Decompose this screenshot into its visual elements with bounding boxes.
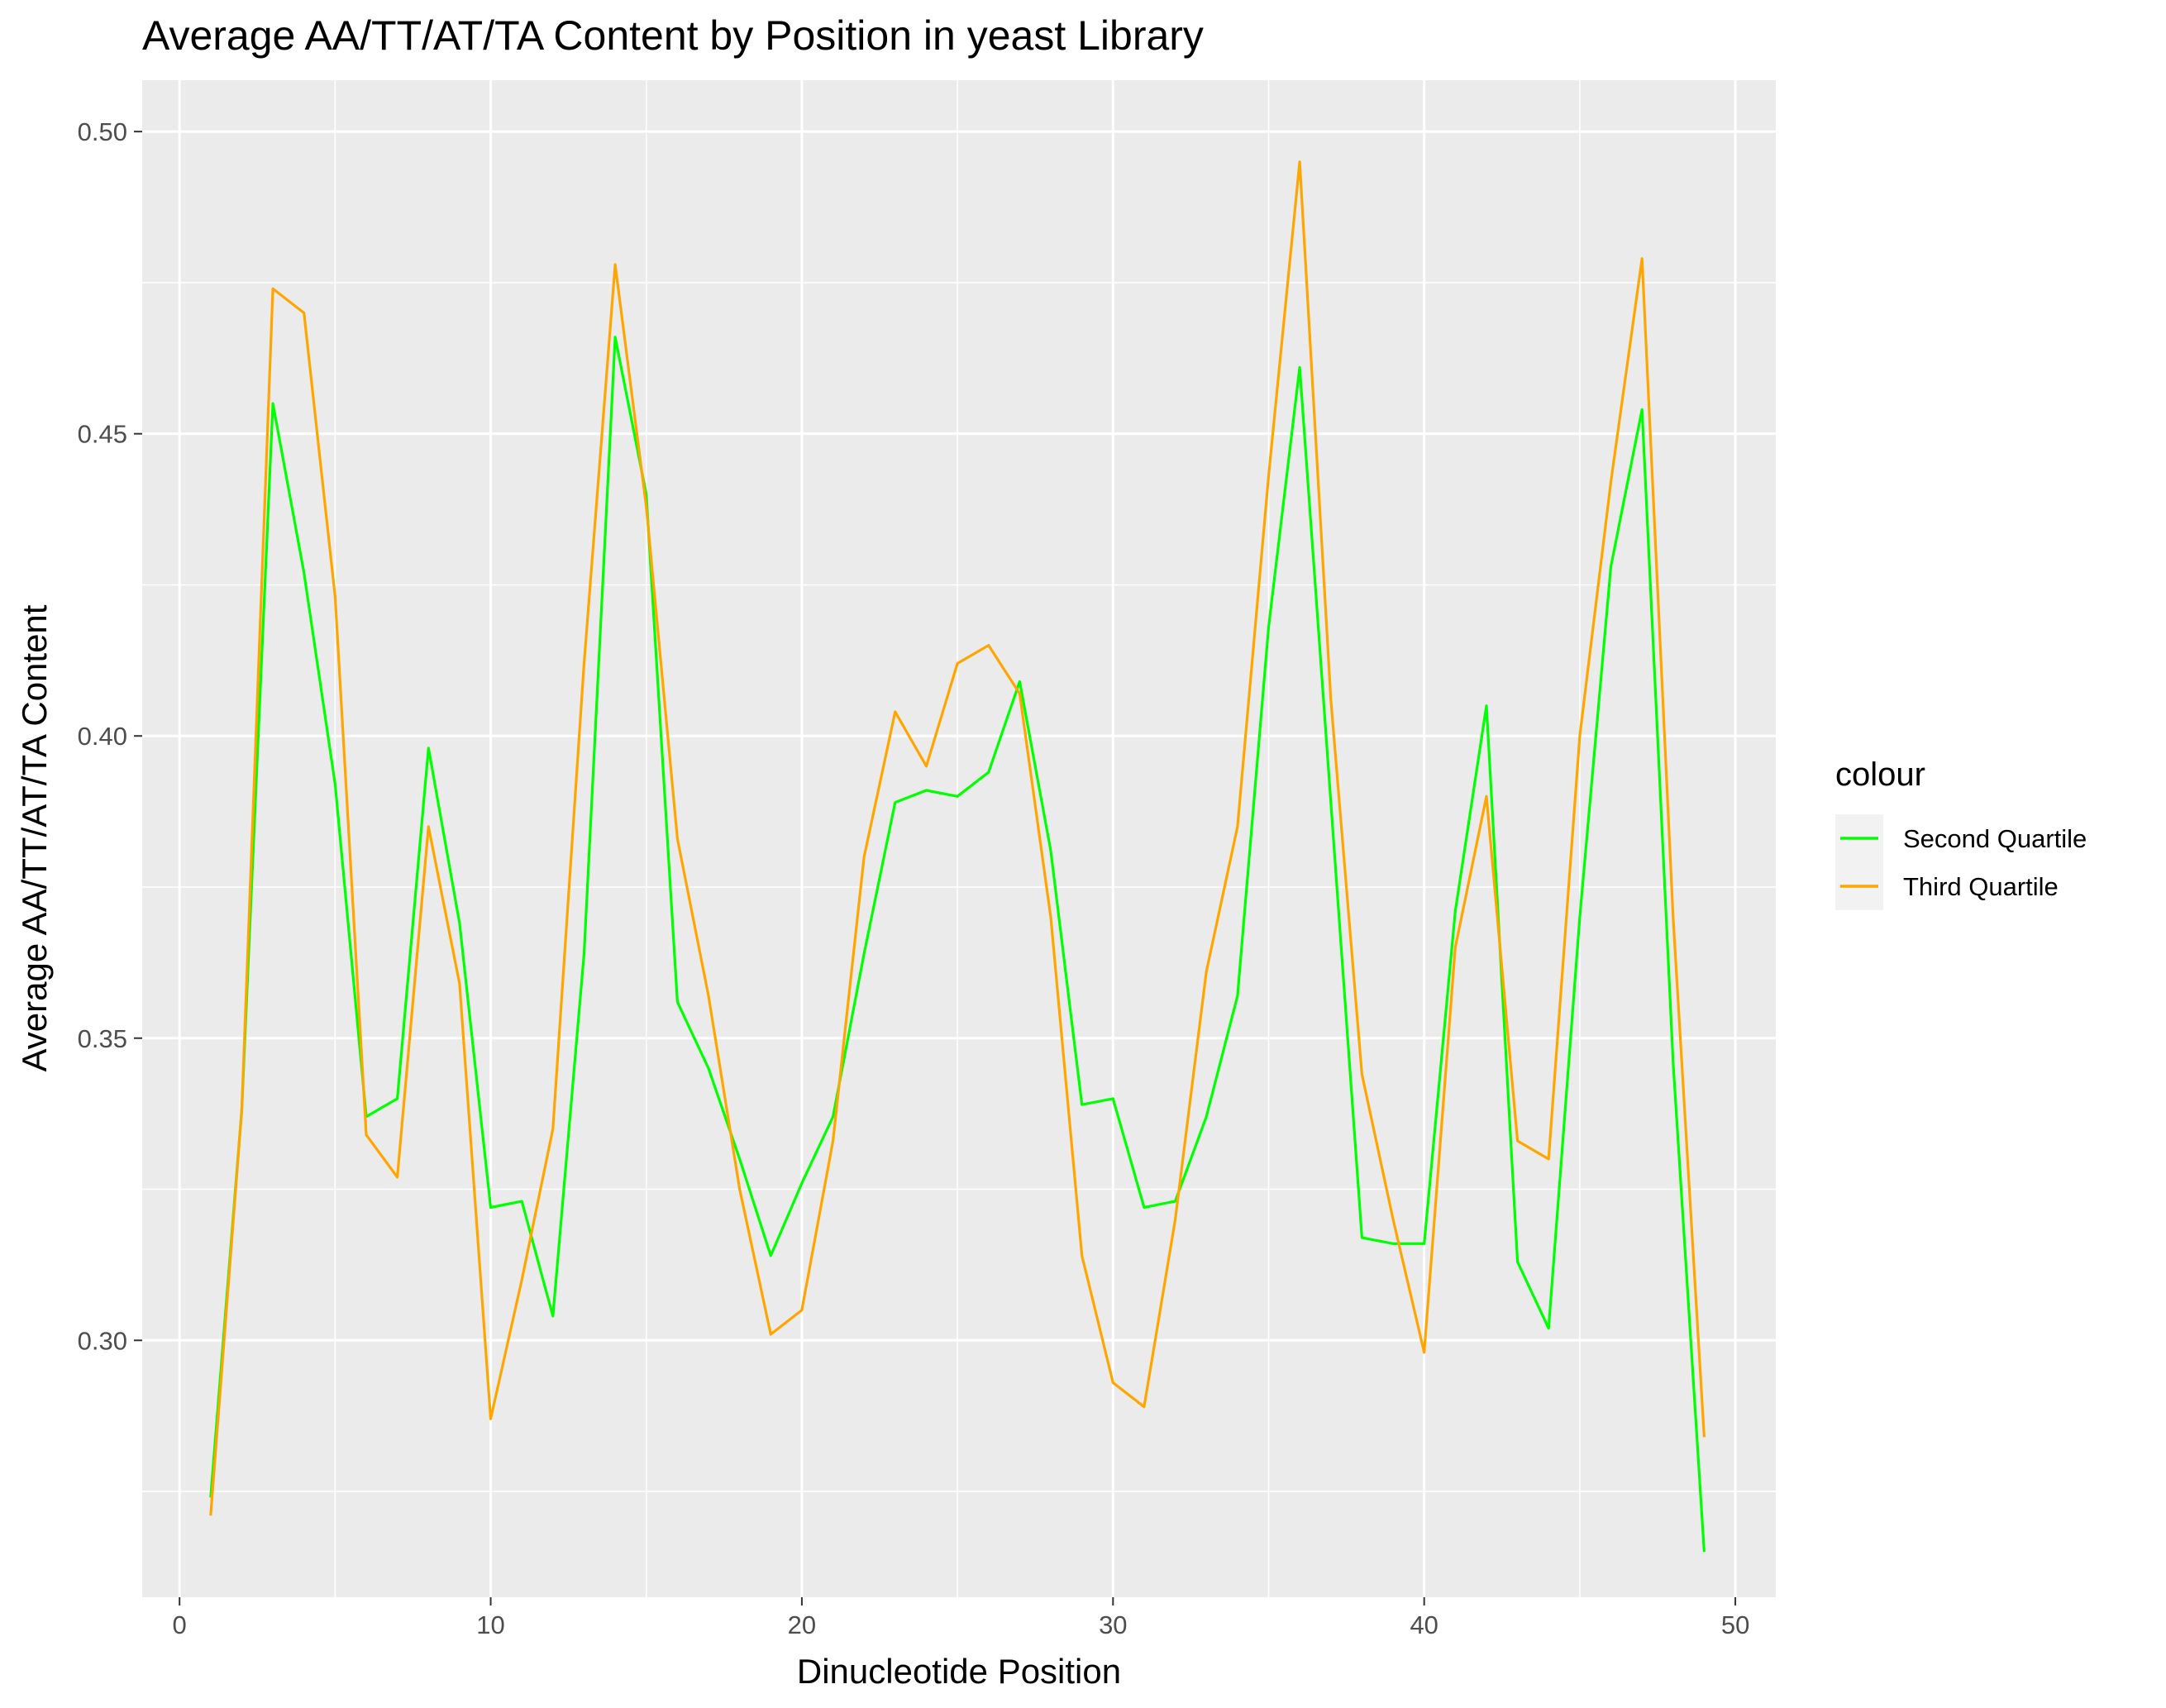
y-tick-label: 0.30 xyxy=(78,1326,127,1355)
x-tick-label: 20 xyxy=(788,1610,816,1639)
plot-panel xyxy=(142,80,1776,1597)
x-tick-label: 0 xyxy=(173,1610,187,1639)
legend-title: colour xyxy=(1835,756,1925,793)
y-tick-label: 0.35 xyxy=(78,1024,127,1053)
y-axis-title: Average AA/TT/AT/TA Content xyxy=(15,604,54,1071)
major-gridlines xyxy=(142,80,1776,1597)
legend-label-third-quartile: Third Quartile xyxy=(1903,872,2059,901)
y-axis: 0.30 0.35 0.40 0.45 0.50 xyxy=(78,117,142,1355)
y-tick-label: 0.50 xyxy=(78,117,127,146)
legend-label-second-quartile: Second Quartile xyxy=(1903,824,2087,853)
chart-title: Average AA/TT/AT/TA Content by Position … xyxy=(142,12,1204,59)
legend: colour Second Quartile Third Quartile xyxy=(1835,756,2087,910)
x-axis-title: Dinucleotide Position xyxy=(797,1652,1121,1691)
legend-keys: Second Quartile Third Quartile xyxy=(1835,814,2087,910)
x-tick-label: 30 xyxy=(1099,1610,1127,1639)
series-line-second-quartile xyxy=(209,336,1706,1553)
y-tick-label: 0.45 xyxy=(78,420,127,449)
minor-gridlines xyxy=(142,80,1776,1597)
y-tick-label: 0.40 xyxy=(78,722,127,751)
x-tick-label: 50 xyxy=(1721,1610,1749,1639)
series-lines xyxy=(209,160,1706,1553)
x-tick-label: 10 xyxy=(476,1610,504,1639)
series-line-third-quartile xyxy=(209,160,1706,1516)
x-axis: 0 10 20 30 40 50 xyxy=(173,1597,1749,1639)
x-tick-label: 40 xyxy=(1410,1610,1438,1639)
